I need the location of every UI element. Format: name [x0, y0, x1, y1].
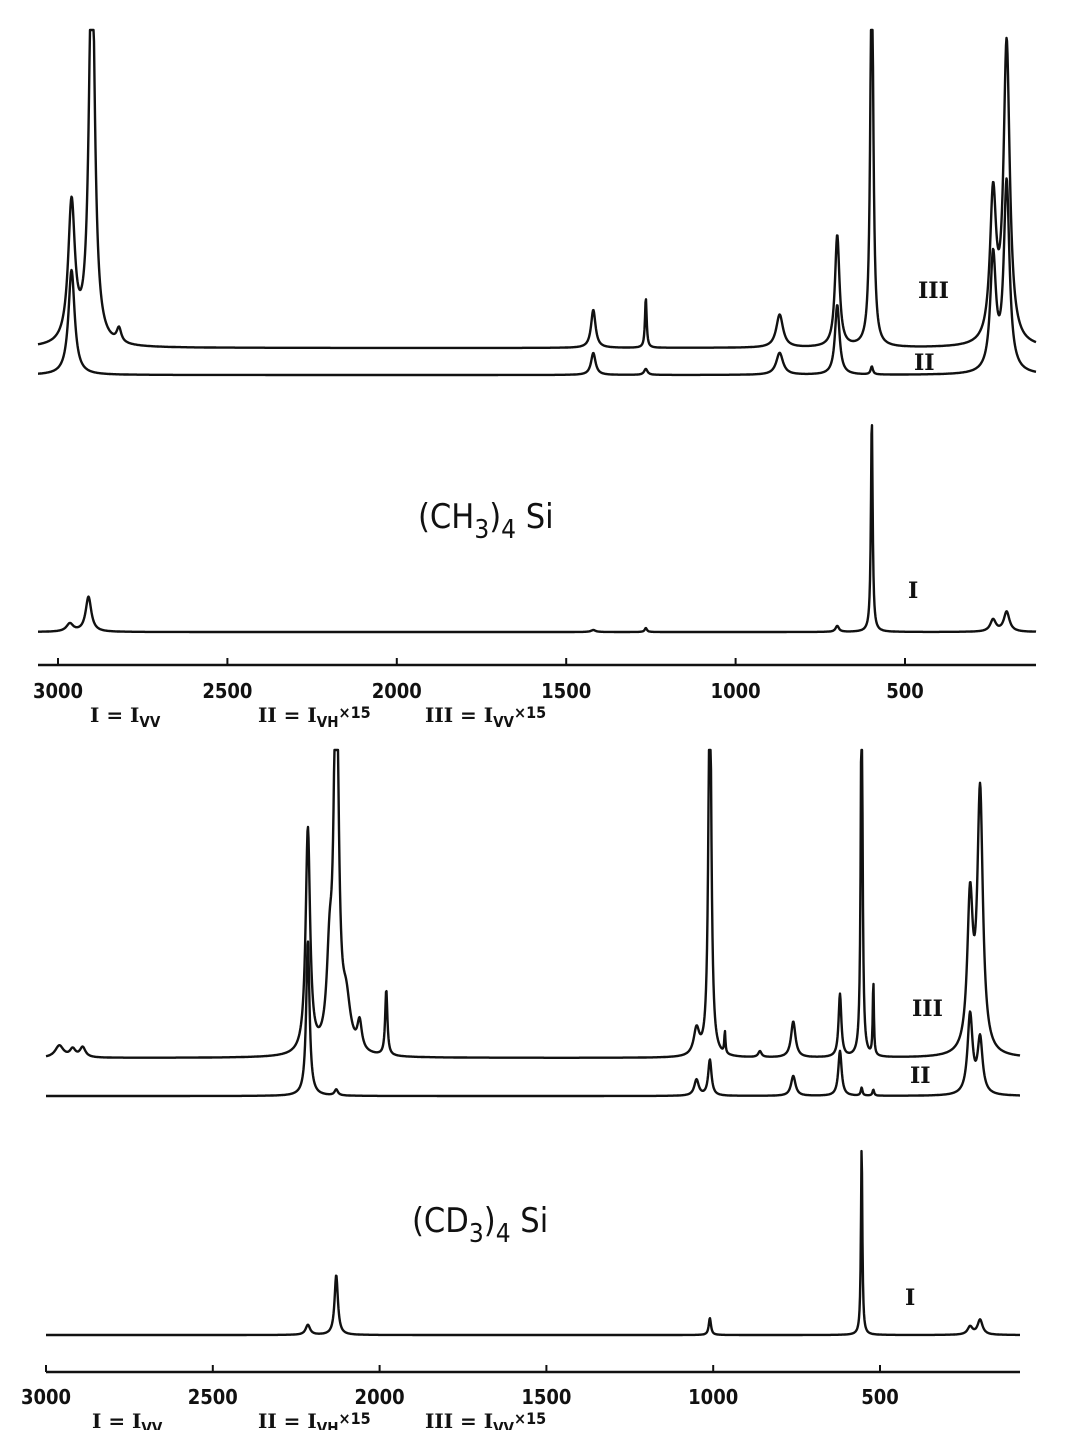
x-tick-label-1000: 1000 [711, 679, 761, 703]
x-tick-label-2500: 2500 [202, 679, 252, 703]
spectrum-trace-i [37, 424, 1037, 634]
legend-text: ×15 [339, 1409, 371, 1428]
spectrum-trace-iii [37, 28, 1037, 350]
molecule-text: Si [511, 1201, 549, 1241]
legend-text: VV [139, 713, 160, 731]
legend-text: II = I [258, 703, 317, 727]
x-tick-label-2500: 2500 [188, 1385, 238, 1409]
subscript: 4 [501, 515, 516, 545]
trace-label-i: I [908, 578, 918, 604]
trace-label-iii: III [918, 278, 949, 304]
legend-entry-iii: III = IVV×15 [425, 703, 546, 731]
molecule-text: Si [516, 497, 554, 537]
x-tick-label-3000: 3000 [21, 1385, 71, 1409]
legend-text: II = I [258, 1409, 317, 1430]
legend-entry-i: I = IVV [90, 703, 161, 731]
spectrum-trace-ii [37, 177, 1037, 377]
spectrum-trace-i [45, 1149, 1021, 1337]
legend-entry-ii: II = IVH×15 [258, 703, 371, 731]
subscript: 3 [469, 1219, 484, 1249]
molecule-text: ) [484, 1201, 496, 1241]
molecule-text: (CD [412, 1201, 469, 1241]
legend-text: VV [141, 1419, 162, 1430]
spectrum-trace-iii [45, 748, 1021, 1059]
molecule-label: (CH3)4 Si [418, 497, 554, 545]
legend-text: ×15 [514, 1409, 546, 1428]
molecule-label: (CD3)4 Si [412, 1201, 548, 1249]
legend-text: VH [317, 713, 339, 731]
trace-label-i: I [905, 1285, 915, 1311]
x-tick-label-1000: 1000 [688, 1385, 738, 1409]
x-tick-label-500: 500 [886, 679, 924, 703]
x-tick-label-2000: 2000 [355, 1385, 405, 1409]
subscript: 4 [496, 1219, 511, 1249]
legend-text: VV [493, 1419, 514, 1430]
x-tick-label-1500: 1500 [541, 679, 591, 703]
trace-label-iii: III [912, 996, 943, 1022]
x-tick-label-500: 500 [861, 1385, 899, 1409]
legend-text: I = I [90, 703, 139, 727]
x-tick-label-2000: 2000 [372, 679, 422, 703]
legend-text: ×15 [339, 703, 371, 722]
x-tick-label-3000: 3000 [33, 679, 83, 703]
legend-text: I = I [92, 1409, 141, 1430]
molecule-text: ) [489, 497, 501, 537]
trace-label-ii: II [910, 1063, 931, 1089]
x-tick-label-1500: 1500 [521, 1385, 571, 1409]
trace-label-ii: II [914, 350, 935, 376]
subscript: 3 [474, 515, 489, 545]
molecule-text: (CH [418, 497, 474, 537]
legend-text: VH [317, 1419, 339, 1430]
legend-entry-i: I = IVV [92, 1409, 163, 1430]
legend-text: III = I [425, 1409, 493, 1430]
legend-text: VV [493, 713, 514, 731]
legend-text: III = I [425, 703, 493, 727]
legend-text: ×15 [514, 703, 546, 722]
legend-entry-iii: III = IVV×15 [425, 1409, 546, 1430]
legend-entry-ii: II = IVH×15 [258, 1409, 371, 1430]
spectrum-trace-ii [45, 940, 1021, 1098]
